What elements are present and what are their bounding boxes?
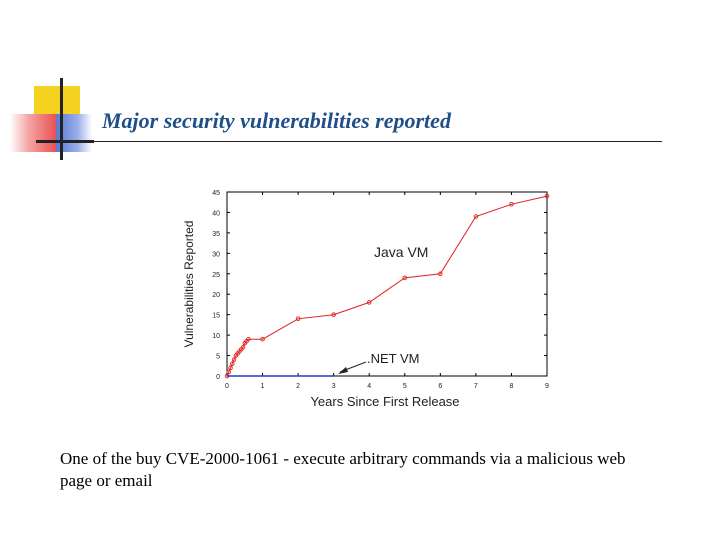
decor-vertical-line bbox=[60, 78, 63, 160]
java-vm-point bbox=[295, 316, 301, 322]
title-underline bbox=[94, 141, 662, 142]
java-vm-point bbox=[228, 365, 233, 371]
y-tick-label: 30 bbox=[212, 251, 220, 258]
java-vm-point bbox=[402, 275, 408, 281]
y-axis-label: Vulnerabilities Reported bbox=[182, 221, 196, 348]
y-tick-label: 35 bbox=[212, 231, 220, 238]
net-vm-label: .NET VM bbox=[367, 351, 420, 366]
caption-text: One of the buy CVE-2000-1061 - execute a… bbox=[60, 449, 626, 490]
slide-title: Major security vulnerabilities reported bbox=[102, 108, 451, 133]
java-vm-point bbox=[231, 357, 237, 362]
java-vm-point bbox=[473, 214, 479, 219]
x-tick-label: 9 bbox=[545, 383, 549, 390]
y-tick-label: 10 bbox=[212, 333, 220, 340]
x-tick-label: 1 bbox=[261, 383, 265, 390]
y-tick-label: 20 bbox=[212, 292, 220, 299]
java-vm-point bbox=[331, 312, 336, 317]
y-tick-label: 40 bbox=[212, 210, 220, 217]
decor-red-square bbox=[10, 114, 58, 152]
x-tick-label: 0 bbox=[225, 383, 229, 390]
java-vm-point bbox=[509, 202, 514, 207]
java-vm-point bbox=[544, 193, 550, 199]
y-tick-label: 45 bbox=[212, 190, 220, 197]
x-tick-label: 7 bbox=[474, 383, 478, 390]
java-vm-line bbox=[226, 195, 548, 377]
x-tick-label: 3 bbox=[332, 383, 336, 390]
plot-frame bbox=[226, 191, 548, 377]
y-tick-label: 15 bbox=[212, 313, 220, 320]
java-vm-point bbox=[226, 369, 232, 375]
y-tick-label: 25 bbox=[212, 272, 220, 279]
java-vm-point bbox=[246, 336, 251, 342]
decor-horizontal-line bbox=[36, 140, 94, 143]
x-tick-label: 6 bbox=[438, 383, 442, 390]
java-vm-point bbox=[230, 361, 235, 366]
java-vm-point bbox=[260, 336, 265, 342]
net-vm-arrow-head bbox=[338, 367, 348, 374]
java-vm-point bbox=[438, 271, 443, 277]
x-tick-label: 2 bbox=[296, 383, 300, 390]
java-vm-point bbox=[240, 345, 246, 350]
x-tick-label: 8 bbox=[509, 383, 513, 390]
y-tick-label: 0 bbox=[216, 374, 220, 381]
y-tick-label: 5 bbox=[216, 354, 220, 361]
x-tick-label: 5 bbox=[403, 383, 407, 390]
x-axis-label: Years Since First Release bbox=[310, 394, 459, 409]
java-vm-label: Java VM bbox=[374, 244, 428, 260]
x-tick-label: 4 bbox=[367, 383, 371, 390]
java-vm-point bbox=[366, 300, 372, 305]
